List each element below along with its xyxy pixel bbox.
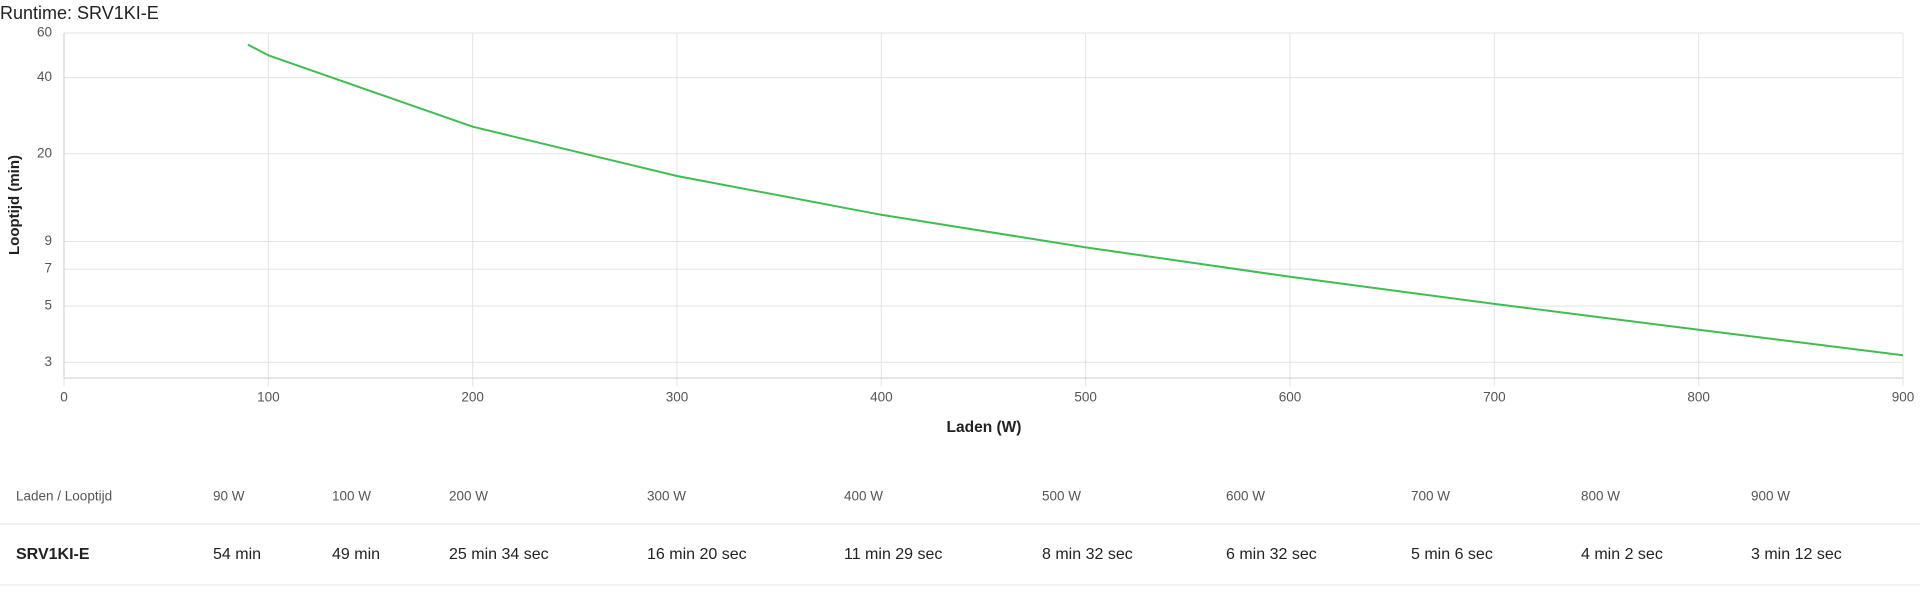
table-cell: 54 min — [213, 546, 261, 563]
y-tick-label: 40 — [37, 69, 52, 84]
y-tick-label: 20 — [37, 145, 52, 160]
table-cell: 16 min 20 sec — [647, 546, 747, 563]
table-header-cell: 600 W — [1226, 489, 1265, 504]
table-header-cell: 100 W — [332, 489, 371, 504]
table-header-cell: 700 W — [1411, 489, 1450, 504]
table-header-cell: 900 W — [1751, 489, 1790, 504]
x-tick-label: 200 — [461, 390, 484, 405]
table-header-cell: Laden / Looptijd — [16, 489, 112, 504]
table-cell: 49 min — [332, 546, 380, 563]
table-header-cell: 800 W — [1581, 489, 1620, 504]
x-tick-label: 900 — [1892, 390, 1915, 405]
y-axis-title: Looptijd (min) — [6, 155, 23, 255]
x-tick-label: 100 — [257, 390, 280, 405]
table-cell: 8 min 32 sec — [1042, 546, 1133, 563]
y-tick-label: 60 — [37, 25, 52, 40]
x-axis-title: Laden (W) — [947, 419, 1022, 436]
x-tick-label: 400 — [870, 390, 893, 405]
table-cell: 4 min 2 sec — [1581, 546, 1663, 563]
y-tick-label: 3 — [44, 354, 52, 369]
table-cell: 11 min 29 sec — [844, 546, 942, 563]
table-header-cell: 400 W — [844, 489, 883, 504]
x-tick-label: 500 — [1074, 390, 1097, 405]
table-header-cell: 300 W — [647, 489, 686, 504]
table-cell: 3 min 12 sec — [1751, 546, 1842, 563]
data-line — [247, 43, 1904, 357]
x-tick-label: 600 — [1279, 390, 1302, 405]
table-cell: 5 min 6 sec — [1411, 546, 1493, 563]
x-tick-label: 300 — [666, 390, 689, 405]
y-tick-label: 7 — [44, 261, 52, 276]
x-tick-label: 0 — [60, 390, 68, 405]
x-tick-label: 800 — [1687, 390, 1710, 405]
table-cell: 6 min 32 sec — [1226, 546, 1317, 563]
y-tick-label: 5 — [44, 298, 52, 313]
table-header-cell: 500 W — [1042, 489, 1081, 504]
x-tick-label: 700 — [1483, 390, 1506, 405]
table-cell: 25 min 34 sec — [449, 546, 549, 563]
chart-title: Runtime: SRV1KI-E — [0, 3, 159, 23]
table-header-cell: 90 W — [213, 489, 245, 504]
y-tick-label: 9 — [44, 233, 52, 248]
table-cell: SRV1KI-E — [16, 546, 90, 563]
table-header-cell: 200 W — [449, 489, 488, 504]
